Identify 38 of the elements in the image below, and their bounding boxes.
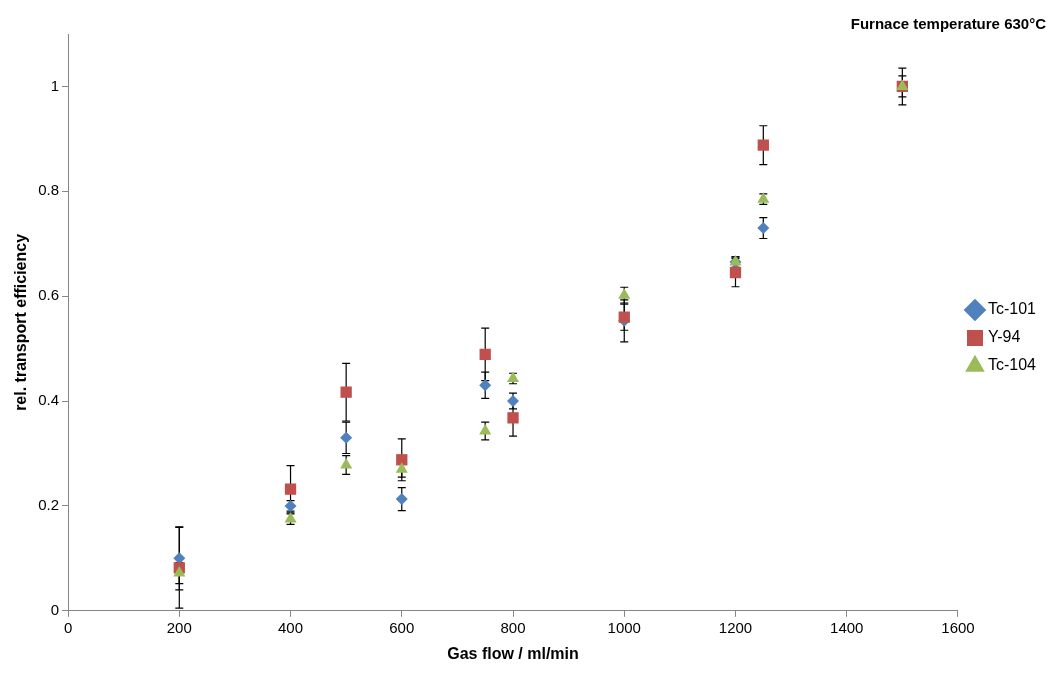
- x-tick-label: 800: [500, 618, 526, 636]
- y-axis-title: rel. transport efficiency: [12, 233, 30, 411]
- point: [479, 423, 492, 435]
- y-tick-label: 0.8: [38, 181, 60, 199]
- point: [479, 379, 492, 392]
- y-tick-label: 1: [50, 76, 60, 94]
- x-tick-label: 400: [278, 618, 304, 636]
- x-tick-label: 0: [63, 618, 73, 636]
- legend-label: Tc-101: [987, 300, 1037, 318]
- point: [757, 222, 770, 235]
- x-tick-label: 1400: [830, 618, 864, 636]
- legend-label: Y-94: [987, 328, 1021, 346]
- y-tick-label: 0.2: [38, 496, 60, 514]
- y-tick-label: 0: [50, 600, 60, 618]
- point: [507, 412, 519, 424]
- point: [395, 462, 408, 473]
- x-tick-label: 600: [389, 618, 415, 636]
- point: [340, 386, 352, 398]
- point: [757, 139, 769, 151]
- point: [396, 454, 408, 466]
- y-tick-label: 0.6: [38, 286, 60, 304]
- y-tick-label: 0.4: [38, 391, 60, 409]
- x-tick-label: 200: [166, 618, 192, 636]
- point: [340, 431, 353, 444]
- point: [479, 348, 491, 361]
- x-tick-label: 1600: [941, 618, 975, 636]
- point: [618, 311, 630, 323]
- point: [340, 458, 353, 469]
- point: [173, 566, 186, 577]
- chart-title: Furnace temperature 630°C: [850, 15, 1047, 33]
- point: [729, 266, 742, 279]
- x-axis-title: Gas flow / ml/min: [447, 644, 579, 662]
- point: [395, 493, 408, 506]
- legend-label: Tc-104: [987, 356, 1037, 374]
- x-tick-label: 1000: [607, 618, 641, 636]
- x-tick-label: 1200: [718, 618, 753, 636]
- point: [618, 288, 631, 299]
- point: [284, 483, 297, 495]
